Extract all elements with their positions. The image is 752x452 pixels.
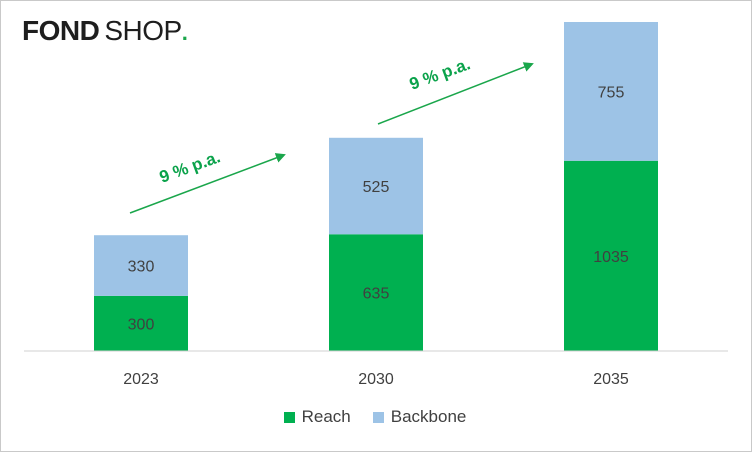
bar-backbone-2030: [329, 137, 423, 235]
legend-label-reach: Reach: [301, 407, 351, 426]
x-tick-label-2023: 2023: [123, 371, 159, 388]
data-label-reach-2035: 1035: [593, 249, 629, 266]
bar-backbone-2023: [94, 235, 188, 296]
legend-item-reach: Reach: [283, 407, 351, 427]
x-tick-label-2030: 2030: [358, 371, 394, 388]
bar-reach-2030: [329, 234, 423, 351]
bars-group: 300 330 635 525 1035 755: [94, 22, 658, 351]
logo-text-light: SHOP: [104, 15, 182, 46]
growth-arrow-1: [129, 153, 286, 214]
bar-reach-2023: [94, 295, 188, 351]
data-label-backbone-2035: 755: [598, 84, 625, 101]
data-label-backbone-2023: 330: [128, 259, 155, 276]
legend-item-backbone: Backbone: [372, 407, 467, 427]
legend-label-backbone: Backbone: [390, 407, 467, 426]
logo-text-bold: FOND: [22, 15, 100, 46]
data-label-reach-2030: 635: [363, 286, 390, 303]
growth-label-1: 9 % p.a.: [157, 147, 223, 187]
x-tick-labels: 2023 2030 2035: [123, 371, 629, 388]
bar-reach-2035: [564, 160, 658, 351]
data-label-reach-2023: 300: [128, 316, 155, 333]
brand-logo: FOND SHOP.: [22, 14, 188, 50]
data-label-backbone-2030: 525: [363, 179, 390, 196]
growth-arrow-2: [377, 62, 534, 125]
growth-label-2: 9 % p.a.: [407, 54, 473, 94]
legend: Reach Backbone: [0, 407, 750, 427]
x-tick-label-2035: 2035: [593, 371, 629, 388]
legend-swatch-reach: [283, 411, 295, 423]
bar-backbone-2035: [564, 22, 658, 161]
legend-swatch-backbone: [372, 411, 384, 423]
logo-dot: .: [181, 20, 188, 45]
